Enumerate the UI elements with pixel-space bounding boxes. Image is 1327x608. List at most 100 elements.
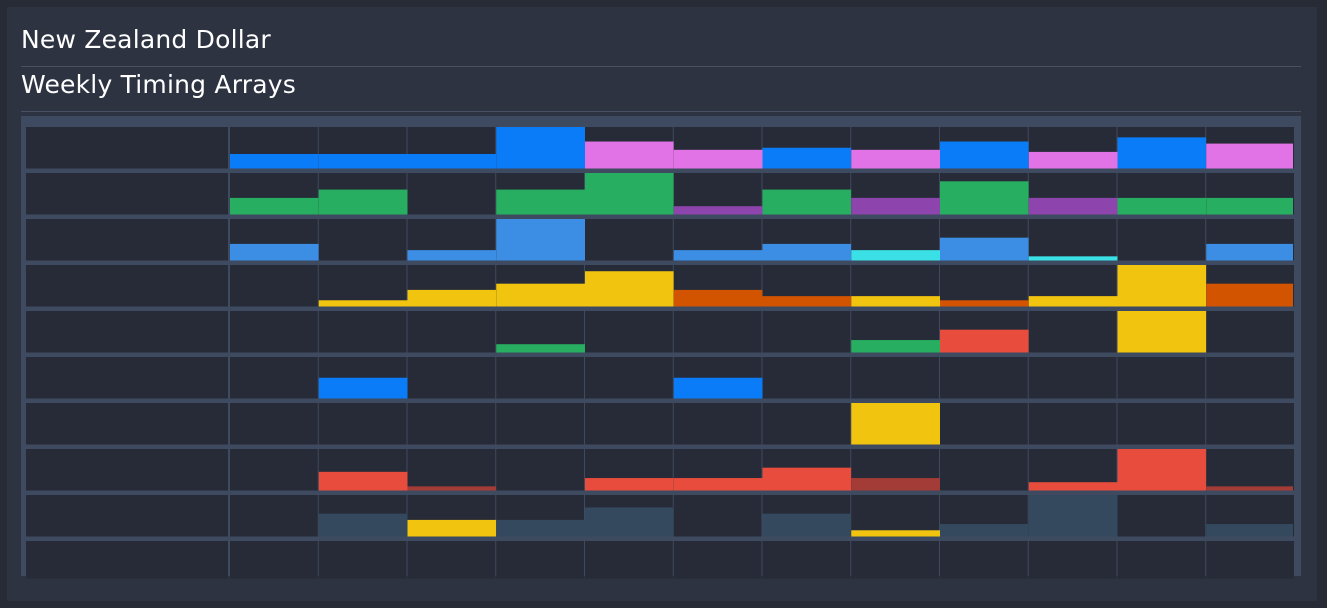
grid-cell <box>407 403 496 445</box>
timing-bar <box>1117 137 1207 169</box>
grid-cell <box>1206 311 1294 353</box>
timing-bar <box>762 467 852 491</box>
timing-bar <box>407 519 497 537</box>
timing-bar <box>1206 486 1293 491</box>
grid-cell <box>1206 357 1294 399</box>
grid-cell <box>1028 311 1117 353</box>
grid-cell <box>585 311 673 353</box>
row-label-cell <box>26 173 228 215</box>
row-label-cell <box>26 449 228 491</box>
timing-bar <box>1206 197 1293 215</box>
timing-bar <box>1117 197 1207 215</box>
timing-bar <box>762 189 852 215</box>
grid-cell <box>1028 219 1117 261</box>
axis-cell <box>496 541 584 579</box>
timing-bar <box>318 300 408 307</box>
grid-cell <box>318 311 407 353</box>
timing-bar <box>496 283 585 307</box>
grid-cell <box>230 265 318 307</box>
axis-cell <box>851 541 939 579</box>
timing-bar <box>673 289 763 307</box>
axis-cell <box>407 541 496 579</box>
grid-cell <box>318 403 407 445</box>
axis-cell <box>230 541 318 579</box>
timing-bar <box>673 377 763 399</box>
axis-cell <box>673 541 762 579</box>
timing-bar <box>940 181 1029 215</box>
timing-bar <box>1206 524 1293 537</box>
timing-bar <box>1117 311 1207 353</box>
timing-bar <box>1028 197 1118 215</box>
grid-cell <box>318 265 407 307</box>
grid-cell <box>1117 403 1206 445</box>
grid-cell <box>230 449 318 491</box>
grid-cell <box>1206 403 1294 445</box>
grid-cell <box>1117 495 1206 537</box>
timing-bar <box>1028 296 1118 307</box>
timing-bar <box>230 243 319 261</box>
timing-bar <box>496 127 585 169</box>
timing-bar <box>1028 495 1118 537</box>
timing-bar <box>585 141 674 169</box>
timing-bar <box>1028 256 1118 261</box>
timing-bar <box>1206 283 1293 307</box>
grid-cell <box>762 311 851 353</box>
timing-bar <box>496 519 585 537</box>
grid-cell <box>851 495 939 537</box>
timing-bar <box>851 296 940 307</box>
grid-cell <box>230 311 318 353</box>
timing-bar <box>762 296 852 307</box>
timing-bar <box>318 189 408 215</box>
timing-bar <box>318 471 408 491</box>
row-label-cell <box>26 265 228 307</box>
grid-cell <box>940 403 1028 445</box>
page-subtitle: Weekly Timing Arrays <box>21 70 296 99</box>
timing-bar <box>940 300 1029 307</box>
grid-cell <box>230 403 318 445</box>
axis-cell <box>762 541 851 579</box>
row-label-cell <box>26 127 228 169</box>
grid-cell <box>318 219 407 261</box>
timing-bar <box>762 513 852 537</box>
grid-cell <box>585 357 673 399</box>
timing-bar <box>851 250 940 261</box>
grid-cell <box>1117 219 1206 261</box>
timing-bar <box>1028 482 1118 491</box>
timing-bar <box>851 197 940 215</box>
timing-bar <box>851 530 940 537</box>
timing-bar <box>585 271 674 307</box>
grid-cell <box>585 403 673 445</box>
grid-cell <box>230 495 318 537</box>
timing-bar <box>1117 449 1207 491</box>
timing-bar <box>407 250 497 261</box>
axis-cell <box>585 541 673 579</box>
timing-bar <box>407 289 497 307</box>
grid-cell <box>496 449 584 491</box>
timing-bar <box>318 377 408 399</box>
timing-bar <box>230 153 319 169</box>
timing-bar <box>851 149 940 169</box>
grid-cell <box>1117 357 1206 399</box>
timing-bar <box>940 329 1029 353</box>
grid-cell <box>851 357 939 399</box>
axis-cell <box>1028 541 1117 579</box>
timing-bar <box>496 189 585 215</box>
grid-cell <box>407 357 496 399</box>
timing-bar <box>851 403 940 445</box>
grid-cell <box>762 357 851 399</box>
timing-bar <box>673 478 763 491</box>
grid-cell <box>940 265 1028 307</box>
grid-cell <box>407 311 496 353</box>
axis-label-cell <box>26 541 228 579</box>
grid-cell <box>673 495 762 537</box>
grid-cell <box>496 357 584 399</box>
grid-cell <box>1206 449 1294 491</box>
grid-cell <box>585 219 673 261</box>
timing-bar <box>585 173 674 215</box>
timing-bar <box>407 486 497 491</box>
subtitle-divider <box>21 111 1301 112</box>
row-label-cell <box>26 403 228 445</box>
grid-cell <box>940 357 1028 399</box>
timing-bar <box>496 344 585 353</box>
